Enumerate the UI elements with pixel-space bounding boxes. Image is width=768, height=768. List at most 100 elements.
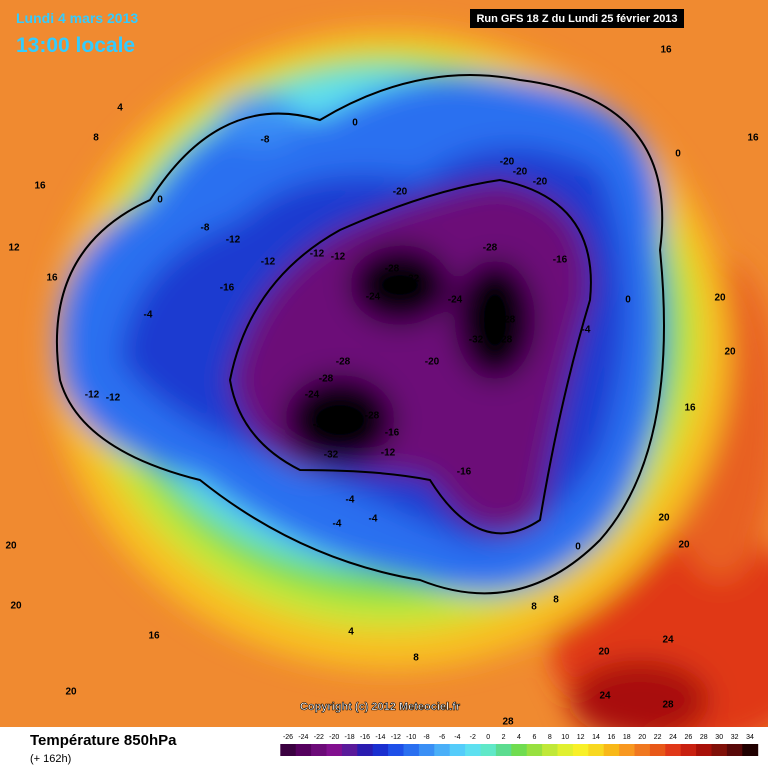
contour-label: -24 — [305, 390, 320, 401]
contour-label: -12 — [85, 390, 100, 401]
legend-tick-label: -8 — [423, 734, 429, 741]
legend-tick-label: 4 — [517, 734, 521, 741]
legend-tick-label: 28 — [700, 734, 708, 741]
contour-label: -12 — [226, 235, 241, 246]
contour-label: -32 — [313, 420, 328, 431]
legend-tick-label: -12 — [391, 734, 401, 741]
contour-label: 8 — [413, 653, 419, 664]
contour-label: -12 — [381, 448, 396, 459]
contour-label: 0 — [352, 118, 358, 129]
contour-label: -12 — [331, 252, 346, 263]
legend-swatch — [480, 744, 497, 756]
contour-label: -16 — [385, 428, 400, 439]
contour-label: -4 — [144, 310, 153, 321]
contour-label: 4 — [348, 627, 354, 638]
legend-tick-label: -16 — [360, 734, 370, 741]
contour-label: 0 — [575, 542, 581, 553]
legend-swatch — [311, 744, 327, 756]
contour-label: -4 — [369, 514, 378, 525]
contour-label: -24 — [386, 278, 401, 289]
legend-tick-label: 6 — [532, 734, 536, 741]
legend-tick-label: 2 — [502, 734, 506, 741]
legend-swatch — [711, 744, 728, 756]
contour-label: 0 — [675, 149, 681, 160]
legend-tick-label: 26 — [685, 734, 693, 741]
contour-label: -20 — [533, 177, 548, 188]
legend-tick-label: 0 — [486, 734, 490, 741]
legend-tick-label: 14 — [592, 734, 600, 741]
legend-tick-label: -20 — [329, 734, 339, 741]
legend-swatch — [280, 744, 297, 756]
forecast-time: 13:00 locale — [16, 34, 135, 57]
contour-label: 20 — [714, 293, 726, 304]
legend-tick-label: 18 — [623, 734, 631, 741]
contour-label: -12 — [310, 249, 325, 260]
legend-tick-label: -22 — [314, 734, 324, 741]
legend-tick-label: -26 — [283, 734, 293, 741]
legend-swatch — [449, 744, 466, 756]
legend-swatch — [572, 744, 589, 756]
contour-label: -32 — [324, 450, 339, 461]
contour-label: -28 — [385, 264, 400, 275]
contour-label: -20 — [500, 157, 515, 168]
contour-label: 16 — [148, 631, 160, 642]
contour-label: -28 — [365, 411, 380, 422]
legend-swatch — [619, 744, 635, 756]
contour-label: -32 — [469, 335, 484, 346]
legend-tick-label: -6 — [439, 734, 445, 741]
legend-swatch — [526, 744, 543, 756]
legend-tick-label: -14 — [375, 734, 385, 741]
contour-label: 20 — [724, 347, 736, 358]
legend-swatch — [372, 744, 389, 756]
contour-label: 20 — [598, 647, 610, 658]
legend-tick-label: 30 — [715, 734, 723, 741]
legend-tick-label: -4 — [454, 734, 460, 741]
footer-lead: (+ 162h) — [30, 753, 71, 765]
contour-label: 24 — [662, 635, 674, 646]
legend-swatch — [511, 744, 528, 756]
contour-label: -20 — [393, 187, 408, 198]
contour-label: -28 — [483, 243, 498, 254]
contour-label: -24 — [448, 295, 463, 306]
legend-tick-label: 22 — [654, 734, 662, 741]
footer-title: Température 850hPa — [30, 732, 177, 749]
contour-label: -16 — [553, 255, 568, 266]
contour-label: -28 — [319, 374, 334, 385]
contour-label: 20 — [658, 513, 670, 524]
contour-label: 0 — [625, 295, 631, 306]
run-box — [470, 9, 684, 28]
legend-tick-label: 10 — [561, 734, 569, 741]
legend-tick-label: 16 — [608, 734, 616, 741]
copyright: Copyright (c) 2012 Meteociel.fr — [300, 701, 461, 713]
contour-label: -28 — [501, 315, 516, 326]
contour-label: 8 — [553, 595, 559, 606]
contour-label: 8 — [531, 602, 537, 613]
contour-label: -28 — [336, 357, 351, 368]
run-info: Run GFS 18 Z du Lundi 25 février 2013 — [476, 13, 677, 25]
legend-tick-label: 32 — [731, 734, 739, 741]
contour-label: 20 — [5, 541, 17, 552]
legend-swatch — [557, 744, 574, 756]
legend-tick-label: 34 — [746, 734, 754, 741]
legend-swatch — [542, 744, 558, 756]
contour-label: -8 — [201, 223, 210, 234]
contour-label: -20 — [513, 167, 528, 178]
contour-label: -12 — [106, 393, 121, 404]
contour-label: -4 — [346, 495, 355, 506]
legend-swatch — [603, 744, 620, 756]
legend-swatch — [388, 744, 404, 756]
legend-tick-label: 24 — [669, 734, 677, 741]
contour-label: 16 — [684, 403, 696, 414]
contour-label: 16 — [747, 133, 759, 144]
contour-label: 28 — [502, 717, 514, 728]
contour-label: 16 — [660, 45, 672, 56]
legend-swatch — [742, 744, 759, 756]
contour-label: -20 — [425, 357, 440, 368]
contour-label: -4 — [582, 325, 591, 336]
contour-label: 20 — [65, 687, 77, 698]
legend-swatch — [588, 744, 605, 756]
legend-swatch — [403, 744, 420, 756]
legend-swatch — [465, 744, 481, 756]
legend-tick-label: -24 — [298, 734, 308, 741]
